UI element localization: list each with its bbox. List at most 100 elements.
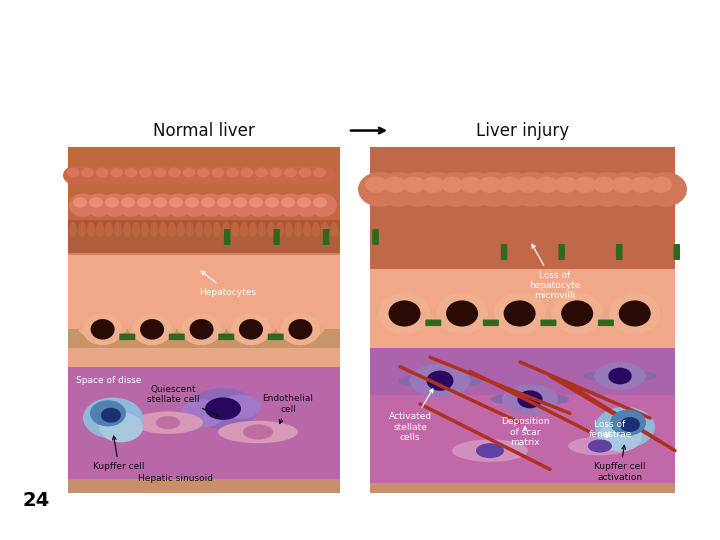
Ellipse shape [137, 197, 151, 207]
Ellipse shape [243, 424, 273, 440]
Ellipse shape [121, 197, 135, 207]
Ellipse shape [594, 362, 646, 390]
Ellipse shape [458, 376, 482, 386]
Ellipse shape [650, 177, 672, 193]
Ellipse shape [294, 222, 302, 237]
Ellipse shape [231, 222, 239, 237]
Ellipse shape [150, 222, 158, 237]
FancyBboxPatch shape [224, 229, 230, 245]
Ellipse shape [258, 222, 266, 237]
Ellipse shape [321, 222, 329, 237]
Ellipse shape [217, 197, 231, 207]
Ellipse shape [460, 177, 482, 193]
Ellipse shape [125, 168, 138, 177]
Ellipse shape [189, 319, 214, 340]
Ellipse shape [221, 395, 261, 419]
Ellipse shape [289, 319, 312, 340]
Ellipse shape [491, 395, 513, 404]
Ellipse shape [105, 222, 113, 237]
Ellipse shape [610, 410, 646, 436]
Text: Deposition
of scar
matrix: Deposition of scar matrix [500, 417, 549, 447]
Ellipse shape [631, 177, 653, 193]
Ellipse shape [69, 222, 77, 237]
Ellipse shape [598, 422, 642, 451]
Ellipse shape [410, 364, 470, 397]
Ellipse shape [185, 197, 199, 207]
Ellipse shape [83, 313, 122, 345]
Ellipse shape [433, 304, 490, 323]
Bar [370, 348, 675, 395]
Bar [370, 147, 675, 492]
Ellipse shape [303, 222, 311, 237]
Ellipse shape [133, 411, 203, 434]
Ellipse shape [128, 320, 176, 339]
FancyBboxPatch shape [120, 334, 135, 340]
Ellipse shape [222, 222, 230, 237]
Ellipse shape [518, 390, 543, 408]
Ellipse shape [389, 300, 420, 327]
Ellipse shape [114, 222, 122, 237]
Ellipse shape [66, 168, 79, 177]
FancyBboxPatch shape [559, 244, 565, 260]
Ellipse shape [415, 172, 459, 207]
Ellipse shape [99, 413, 143, 442]
Ellipse shape [181, 193, 209, 217]
Ellipse shape [239, 319, 263, 340]
Ellipse shape [606, 304, 663, 323]
Text: Hepatocytes: Hepatocytes [199, 271, 256, 296]
Ellipse shape [561, 300, 593, 327]
Ellipse shape [376, 304, 433, 323]
Text: Kupffer cell
activation: Kupffer cell activation [594, 446, 646, 482]
Ellipse shape [133, 193, 161, 217]
Text: Endothelial
cell: Endothelial cell [263, 394, 313, 423]
Ellipse shape [377, 172, 421, 207]
Ellipse shape [422, 177, 444, 193]
Ellipse shape [608, 368, 631, 384]
Ellipse shape [165, 193, 193, 217]
FancyBboxPatch shape [426, 320, 441, 326]
Ellipse shape [293, 193, 321, 217]
Text: Quiescent
stellate cell: Quiescent stellate cell [147, 385, 219, 416]
Ellipse shape [494, 293, 546, 334]
Bar [370, 483, 675, 492]
Ellipse shape [491, 172, 535, 207]
Ellipse shape [89, 197, 103, 207]
Ellipse shape [436, 293, 488, 334]
Ellipse shape [365, 177, 387, 193]
FancyBboxPatch shape [323, 229, 329, 245]
Ellipse shape [178, 320, 225, 339]
Ellipse shape [608, 293, 661, 334]
FancyBboxPatch shape [541, 320, 557, 326]
Ellipse shape [208, 166, 234, 185]
Ellipse shape [476, 443, 504, 458]
Ellipse shape [285, 222, 293, 237]
Text: 24: 24 [22, 491, 49, 510]
FancyBboxPatch shape [501, 244, 508, 260]
Ellipse shape [186, 222, 194, 237]
Ellipse shape [213, 193, 241, 217]
Ellipse shape [181, 400, 225, 427]
Ellipse shape [593, 177, 615, 193]
Ellipse shape [139, 168, 152, 177]
Text: Normal liver: Normal liver [153, 122, 255, 139]
Ellipse shape [584, 372, 604, 380]
FancyBboxPatch shape [372, 229, 379, 245]
Ellipse shape [453, 172, 497, 207]
Ellipse shape [121, 166, 147, 185]
Ellipse shape [310, 166, 336, 185]
Ellipse shape [78, 222, 86, 237]
Ellipse shape [398, 376, 422, 386]
Ellipse shape [240, 222, 248, 237]
Ellipse shape [479, 177, 501, 193]
Ellipse shape [92, 166, 118, 185]
Ellipse shape [276, 320, 325, 339]
Ellipse shape [78, 320, 127, 339]
FancyBboxPatch shape [598, 320, 614, 326]
Ellipse shape [251, 166, 277, 185]
Bar [68, 255, 340, 329]
Ellipse shape [182, 168, 196, 177]
Ellipse shape [101, 408, 121, 423]
Ellipse shape [169, 197, 183, 207]
Ellipse shape [588, 440, 612, 453]
Ellipse shape [618, 300, 651, 327]
